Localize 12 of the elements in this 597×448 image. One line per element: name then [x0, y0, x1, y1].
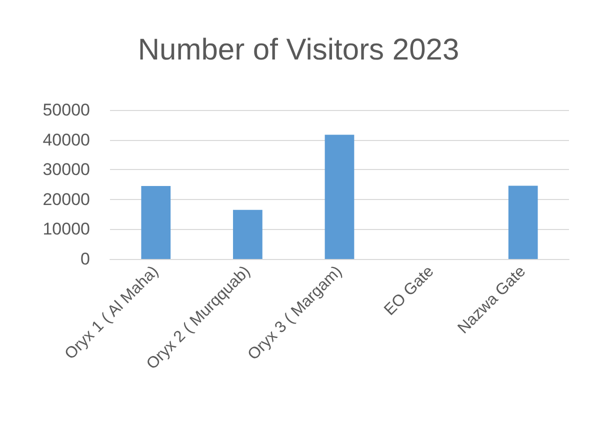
y-tick-label: 20000 [42, 190, 90, 209]
x-tick-label: EO Gate [381, 262, 438, 319]
bar [233, 210, 262, 259]
y-tick-label: 40000 [42, 130, 90, 150]
y-tick-label: 0 [80, 250, 90, 268]
chart-title: Number of Visitors 2023 [138, 34, 460, 66]
y-tick-label: 30000 [42, 160, 90, 180]
bar [324, 134, 354, 259]
y-tick-label: 50000 [42, 100, 90, 120]
bar [508, 186, 538, 259]
bar [141, 186, 171, 259]
y-tick-label: 10000 [42, 220, 90, 239]
